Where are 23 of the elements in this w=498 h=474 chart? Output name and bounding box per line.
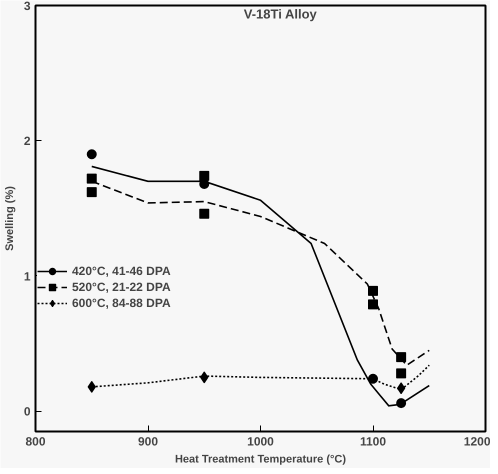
y-axis-title: Swelling (%): [4, 186, 16, 251]
point: [368, 286, 378, 296]
point: [199, 170, 210, 181]
x-tick-label: 900: [138, 434, 158, 448]
point: [86, 187, 97, 198]
point: [86, 149, 97, 160]
legend-label: 520°C, 21-22 DPA: [72, 279, 171, 295]
x-tick-label: 1000: [247, 434, 274, 448]
point: [368, 299, 378, 310]
legend-label: 420°C, 41-46 DPA: [72, 263, 171, 279]
x-axis-title: Heat Treatment Temperature (°C): [174, 454, 346, 466]
point: [199, 208, 210, 219]
x-tick-label: 1200: [464, 434, 491, 448]
x-tick-label: 800: [25, 434, 46, 448]
legend-label: 600°C, 84-88 DPA: [72, 295, 171, 311]
y-tick-label: 0: [24, 404, 31, 419]
point: [86, 174, 97, 184]
x-tick-label: 1100: [360, 434, 386, 448]
y-tick-label: 3: [24, 0, 31, 13]
y-tick-label: 1: [24, 269, 31, 284]
y-tick-label: 2: [24, 134, 31, 148]
chart-title: V-18Ti Alloy: [244, 6, 318, 22]
point: [396, 368, 406, 378]
